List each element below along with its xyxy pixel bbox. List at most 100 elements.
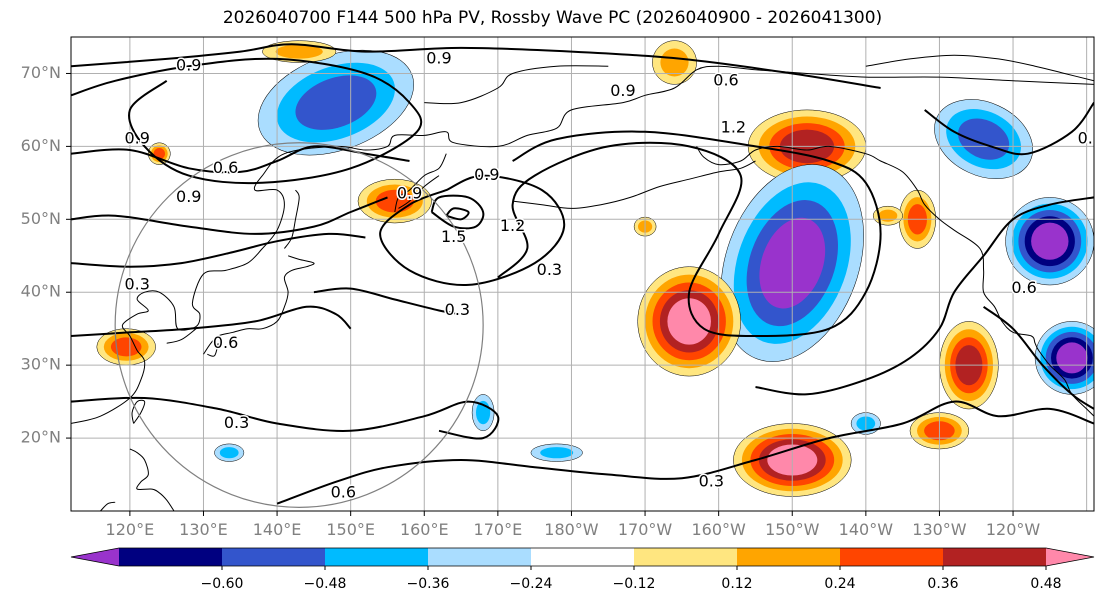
colorbar-bin — [119, 548, 223, 566]
anomaly-fill-level — [110, 337, 142, 357]
pv-contour-line — [379, 174, 566, 286]
coastline — [71, 65, 1094, 424]
anomaly-region — [1005, 197, 1094, 286]
chart-title: 2026040700 F144 500 hPa PV, Rossby Wave … — [222, 8, 883, 28]
coastline — [424, 65, 609, 105]
pv-contour-line — [276, 400, 1094, 505]
lon-tick-label: 150°W — [765, 520, 820, 539]
coastlines-layer — [71, 54, 1094, 511]
contour-label: 0.3 — [445, 300, 470, 319]
lat-tick-label: 20°N — [21, 428, 61, 447]
plot-frame — [70, 36, 1095, 512]
lat-tick-label: 30°N — [21, 355, 61, 374]
lon-tick-label: 130°E — [179, 520, 228, 539]
range-circle-layer — [114, 142, 484, 508]
lon-tick-label: 160°W — [691, 520, 746, 539]
colorbar-tick-label: −0.36 — [407, 576, 450, 592]
contour-label: 0.6 — [213, 333, 238, 352]
colorbar: −0.60 −0.48 −0.36 −0.24 −0.12 0.12 0.24 0.36 0.4… — [70, 547, 1095, 592]
contour-label: 0.9 — [426, 48, 451, 67]
anomaly-region — [214, 443, 245, 462]
lon-tick-label: 160°E — [400, 520, 449, 539]
colorbar-bin — [943, 548, 1047, 566]
lat-tick-label: 60°N — [21, 136, 61, 155]
contour-label: 0.3 — [224, 413, 249, 432]
colorbar-bin — [634, 548, 738, 566]
colorbar-tick-label: 0.12 — [721, 576, 752, 592]
pv-contour-line — [71, 57, 423, 185]
pv-contour-line — [982, 305, 1094, 410]
anomaly-fill-level — [660, 48, 689, 77]
pv-contour-line — [71, 396, 500, 440]
coastline — [398, 175, 440, 209]
contour-labels-layer: 0.9 0.9 0.9 0.6 1.2 0.9 0.6 0.9 0.9 0.9 1.5 1.2 0.3 0… — [123, 47, 1103, 503]
coastline — [865, 54, 1094, 82]
contour-label: 0.9 — [397, 183, 422, 202]
coastline — [100, 501, 116, 511]
range-circle — [114, 142, 484, 508]
coastline — [203, 255, 315, 355]
anomaly-fill-level — [878, 209, 898, 222]
coastline — [166, 328, 197, 344]
pv-contour-line — [445, 207, 470, 221]
anomaly-fill-level — [275, 44, 323, 59]
contour-label: 0.6 — [713, 70, 738, 89]
lat-tick-label: 50°N — [21, 209, 61, 228]
colorbar-extend-max — [1046, 548, 1094, 566]
anomaly-region — [530, 443, 583, 462]
lon-tick-label: 170°W — [618, 520, 673, 539]
anomaly-region — [934, 99, 1034, 179]
lon-tick-label: 130°W — [912, 520, 967, 539]
colorbar-tick-label: 0.36 — [927, 576, 958, 592]
pv-contour-line — [755, 196, 1094, 396]
anomaly-fill-level — [219, 447, 239, 459]
colorbar-tick-label: −0.60 — [201, 576, 244, 592]
contour-label: 0.9 — [125, 129, 150, 148]
pv-anomaly-fill-layer — [96, 40, 1094, 497]
contour-label: 1.5 — [441, 227, 466, 246]
anomaly-region — [652, 40, 697, 85]
colorbar-extend-min — [71, 548, 119, 566]
colorbar-bin — [428, 548, 532, 566]
colorbar-tick-label: 0.24 — [824, 576, 855, 592]
contour-label: 0.3 — [537, 260, 562, 279]
colorbar-outline — [70, 547, 1095, 567]
pv-contour-line — [71, 196, 388, 235]
axis-ticks-layer: 20°N 30°N 40°N 50°N 60°N 70°N 120°E 130°E 140°E 1… — [21, 63, 1041, 539]
pv-contour-line — [924, 101, 1094, 156]
colorbar-bin — [737, 548, 841, 566]
coastline — [129, 448, 175, 511]
anomaly-region — [637, 266, 741, 377]
pv-contour-line — [71, 43, 881, 89]
lon-tick-label: 180°W — [544, 520, 599, 539]
colorbar-bin — [531, 548, 635, 566]
lon-tick-label: 120°E — [106, 520, 155, 539]
anomaly-region — [96, 328, 156, 366]
colorbar-bin — [840, 548, 944, 566]
contour-label: 0.3 — [699, 471, 724, 490]
anomaly-region — [357, 178, 432, 224]
lon-tick-label: 140°E — [253, 520, 302, 539]
anomaly-fill-level — [295, 75, 377, 130]
lat-tick-label: 40°N — [21, 282, 61, 301]
colorbar-tick-label: −0.48 — [304, 576, 347, 592]
anomaly-region — [471, 394, 495, 432]
anomaly-fill-level — [958, 118, 1010, 160]
pv-contour-line — [71, 305, 352, 337]
pv-contour-line — [313, 287, 462, 316]
colorbar-tick-label: −0.12 — [613, 576, 656, 592]
contour-label: 0.9 — [610, 81, 635, 100]
contour-label: 0.9 — [176, 187, 201, 206]
anomaly-fill-level — [1031, 222, 1069, 260]
anomaly-fill-level — [1056, 342, 1088, 374]
pv-contour-line — [71, 232, 366, 268]
contour-label: 0.3 — [125, 274, 150, 293]
lon-tick-label: 140°W — [839, 520, 894, 539]
contour-label: 1.2 — [721, 118, 746, 137]
contour-label: 0.9 — [1078, 129, 1103, 148]
anomaly-fill-level — [667, 298, 711, 345]
lon-tick-label: 150°E — [326, 520, 375, 539]
anomaly-fill-level — [540, 447, 574, 459]
lon-tick-label: 170°E — [474, 520, 523, 539]
